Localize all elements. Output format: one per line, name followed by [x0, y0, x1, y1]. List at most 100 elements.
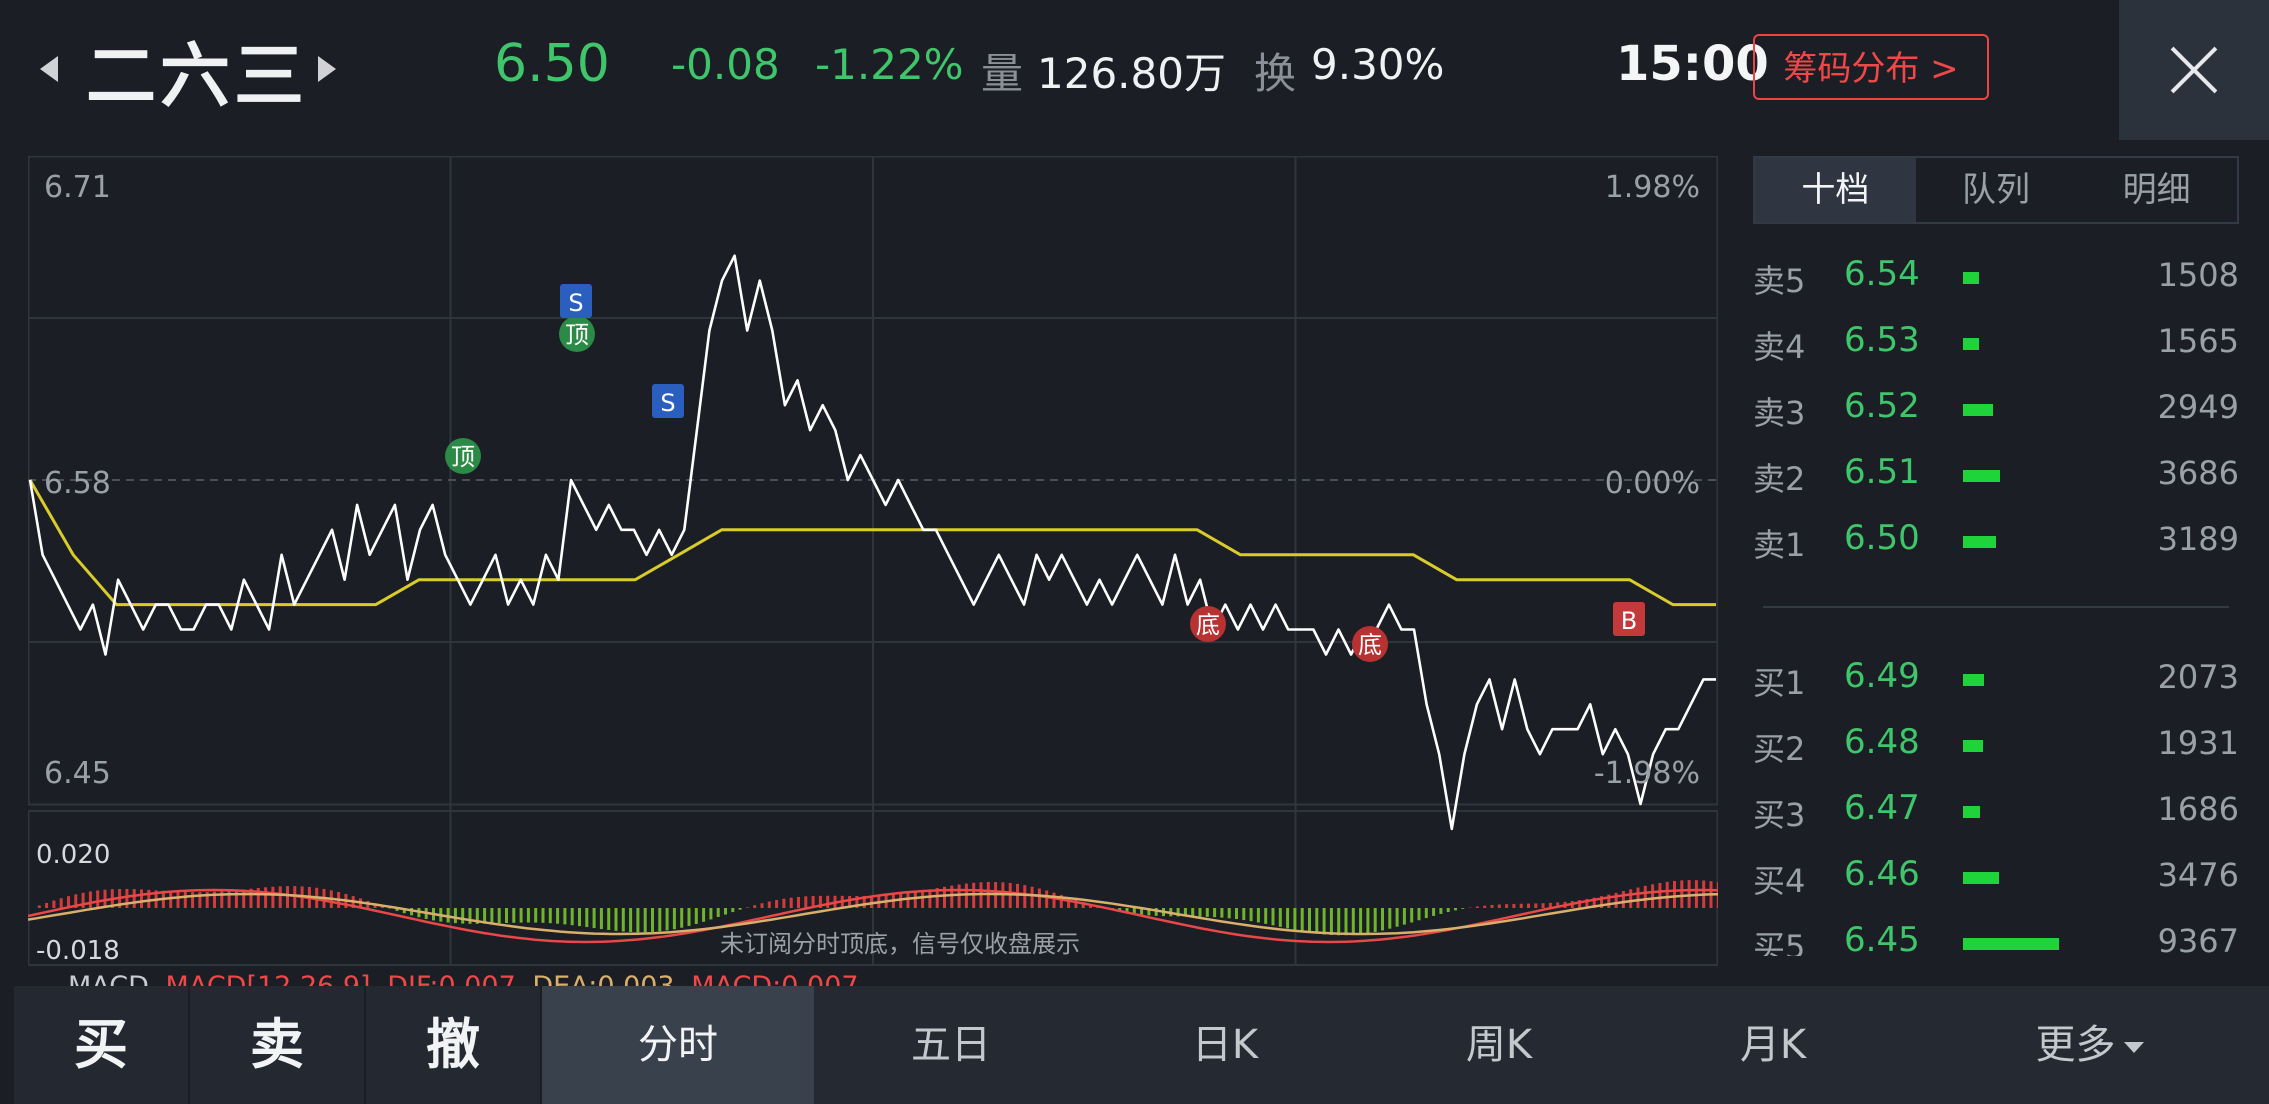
- macd-axis-upper: 0.020: [36, 840, 111, 870]
- tab-ten-levels[interactable]: 十档: [1755, 158, 1916, 222]
- price-line: [28, 254, 1716, 831]
- bids-row[interactable]: 买1 6.49 2073: [1753, 646, 2239, 712]
- tab-queue[interactable]: 队列: [1962, 170, 2030, 210]
- bids-row[interactable]: 买4 6.46 3476: [1753, 844, 2239, 910]
- bids-quantity: 1686: [2157, 790, 2239, 828]
- asks-volume-bar: [1963, 470, 2001, 482]
- bids-level-label: 买5: [1753, 928, 1806, 956]
- asks-level-label: 卖1: [1753, 526, 1806, 564]
- top-signal-marker: 顶: [565, 321, 589, 349]
- bids-level-label: 买2: [1753, 730, 1806, 768]
- turnover-label: 换: [1254, 49, 1297, 98]
- bottom-toolbar: 买 卖 撤 分时 五日 日K 周K 月K 更多: [14, 986, 2269, 1104]
- asks-price: 6.51: [1844, 452, 1920, 492]
- bids-volume-bar: [1963, 806, 1981, 818]
- bids-quantity: 2073: [2157, 658, 2239, 696]
- order-book-divider: [1763, 606, 2229, 608]
- volume-label: 量: [981, 49, 1024, 98]
- asks-volume-bar: [1963, 338, 1980, 350]
- bottom-signal-marker-shape: [1190, 606, 1226, 642]
- bids-volume-bar: [1963, 740, 1984, 752]
- bids-price: 6.45: [1844, 920, 1920, 956]
- buy-button[interactable]: 买: [14, 986, 190, 1104]
- macd-dif-line: [27, 888, 1719, 944]
- prev-stock-arrow-icon[interactable]: [40, 56, 58, 82]
- avg-price-line: [28, 479, 1716, 607]
- asks-level-label: 卖2: [1753, 460, 1806, 498]
- order-book: 十档 队列 明细 卖5 6.54 1508 卖4 6.53 1565 卖3 6.52 2949 卖…: [1753, 156, 2239, 956]
- asks-row[interactable]: 卖3 6.52 2949: [1753, 376, 2239, 442]
- bottom-signal-marker: 底: [1196, 611, 1220, 639]
- signal-notice: 未订阅分时顶底，信号仅收盘展示: [720, 930, 1080, 958]
- tab-daily-k[interactable]: 日K: [1191, 1022, 1259, 1068]
- buy-signal-marker: B: [1621, 607, 1637, 635]
- tab-detail[interactable]: 明细: [2122, 170, 2191, 210]
- volume-value: 126.80万: [1037, 49, 1226, 98]
- quote-time: 15:00: [1616, 36, 1769, 92]
- sell-signal-marker: S: [568, 289, 583, 317]
- bids-quantity: 1931: [2157, 724, 2239, 762]
- price-change: -0.08: [671, 40, 780, 89]
- bids-price: 6.46: [1844, 854, 1920, 894]
- chevron-down-icon: [2123, 1041, 2144, 1053]
- asks-row[interactable]: 卖2 6.51 3686: [1753, 442, 2239, 508]
- asks-quantity: 3686: [2157, 454, 2239, 492]
- price-axis-mid: 6.58: [44, 466, 111, 501]
- asks-level-label: 卖3: [1753, 394, 1806, 432]
- bids-row[interactable]: 买2 6.48 1931: [1753, 712, 2239, 778]
- sell-signal-marker-shape: [652, 384, 684, 418]
- bids-level-label: 买4: [1753, 862, 1806, 900]
- asks-row[interactable]: 卖5 6.54 1508: [1753, 244, 2239, 310]
- chip-distribution-button[interactable]: 筹码分布 >: [1753, 34, 1989, 100]
- quote-header: 二六三 6.50 -0.08 -1.22% 量 126.80万 换 9.30% …: [0, 0, 2269, 140]
- asks-row[interactable]: 卖1 6.50 3189: [1753, 508, 2239, 574]
- asks-quantity: 1508: [2157, 256, 2239, 294]
- next-stock-arrow-icon[interactable]: [318, 56, 336, 82]
- cancel-order-button[interactable]: 撤: [366, 986, 542, 1104]
- pct-axis-high: 1.98%: [1604, 170, 1700, 205]
- asks-row[interactable]: 卖4 6.53 1565: [1753, 310, 2239, 376]
- bids-row[interactable]: 买5 6.45 9367: [1753, 910, 2239, 956]
- bids-level-label: 买1: [1753, 664, 1806, 702]
- stock-name: 二六三: [86, 35, 308, 117]
- bids-quantity: 3476: [2157, 856, 2239, 894]
- bids-level-label: 买3: [1753, 796, 1806, 834]
- close-button[interactable]: [2119, 0, 2269, 140]
- sell-signal-marker-shape: [560, 284, 592, 318]
- pct-axis-mid: 0.00%: [1604, 466, 1700, 501]
- price-axis-high: 6.71: [44, 170, 111, 205]
- asks-quantity: 3189: [2157, 520, 2239, 558]
- order-book-tabs: 十档 队列 明细: [1753, 156, 2239, 224]
- bids-volume-bar: [1963, 872, 1999, 884]
- pct-axis-low: -1.98%: [1593, 756, 1700, 791]
- tab-five-day[interactable]: 五日: [911, 1022, 991, 1068]
- tab-weekly-k[interactable]: 周K: [1465, 1022, 1533, 1068]
- bids-volume-bar: [1963, 938, 2059, 950]
- tab-monthly-k[interactable]: 月K: [1739, 1022, 1807, 1068]
- asks-quantity: 1565: [2157, 322, 2239, 360]
- asks-price: 6.50: [1844, 518, 1920, 558]
- bottom-signal-marker: 底: [1358, 631, 1382, 659]
- bids-price: 6.47: [1844, 788, 1920, 828]
- top-signal-marker-shape: [559, 316, 595, 352]
- tab-intraday[interactable]: 分时: [542, 986, 814, 1104]
- asks-volume-bar: [1963, 404, 1993, 416]
- tab-more[interactable]: 更多: [1910, 986, 2269, 1104]
- buy-signal-marker-shape: [1613, 602, 1645, 636]
- asks-price: 6.54: [1844, 254, 1920, 294]
- macd-axis-lower: -0.018: [36, 936, 120, 966]
- turnover-value: 9.30%: [1311, 40, 1445, 89]
- bids-price: 6.49: [1844, 656, 1920, 696]
- last-price: 6.50: [494, 34, 610, 94]
- bids-price: 6.48: [1844, 722, 1920, 762]
- asks-quantity: 2949: [2157, 388, 2239, 426]
- asks-level-label: 卖4: [1753, 328, 1806, 366]
- sell-button[interactable]: 卖: [190, 986, 366, 1104]
- bids-volume-bar: [1963, 674, 1985, 686]
- price-change-pct: -1.22%: [815, 40, 964, 89]
- asks-price: 6.53: [1844, 320, 1920, 360]
- sell-signal-marker: S: [660, 389, 675, 417]
- bids-row[interactable]: 买3 6.47 1686: [1753, 778, 2239, 844]
